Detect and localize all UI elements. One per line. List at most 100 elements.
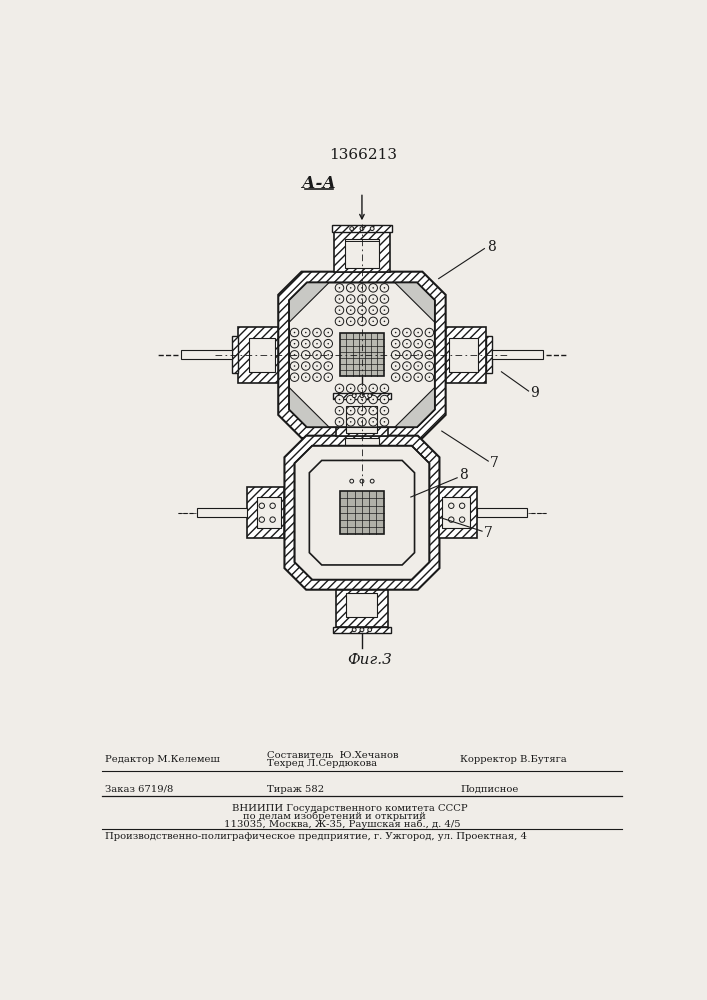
Bar bbox=[445, 327, 486, 383]
Circle shape bbox=[392, 339, 400, 348]
Circle shape bbox=[403, 362, 411, 370]
Text: Редактор М.Келемеш: Редактор М.Келемеш bbox=[105, 755, 221, 764]
Circle shape bbox=[369, 418, 378, 426]
Circle shape bbox=[305, 332, 307, 333]
Polygon shape bbox=[289, 282, 435, 427]
Text: Корректор В.Бутяга: Корректор В.Бутяга bbox=[460, 755, 567, 764]
Circle shape bbox=[414, 373, 422, 381]
Circle shape bbox=[270, 517, 275, 522]
Circle shape bbox=[361, 388, 363, 389]
Circle shape bbox=[428, 343, 430, 344]
Circle shape bbox=[305, 343, 307, 344]
Circle shape bbox=[448, 517, 454, 522]
Circle shape bbox=[327, 354, 329, 356]
Bar bbox=[346, 406, 378, 433]
Circle shape bbox=[324, 362, 332, 370]
Circle shape bbox=[414, 351, 422, 359]
Circle shape bbox=[350, 287, 351, 289]
Circle shape bbox=[350, 298, 351, 300]
Circle shape bbox=[350, 227, 354, 230]
Circle shape bbox=[324, 339, 332, 348]
Circle shape bbox=[403, 328, 411, 337]
Text: 1366213: 1366213 bbox=[329, 148, 397, 162]
Circle shape bbox=[403, 351, 411, 359]
Bar bbox=[449, 338, 479, 372]
Circle shape bbox=[339, 399, 340, 400]
Circle shape bbox=[369, 306, 378, 314]
Circle shape bbox=[395, 365, 397, 367]
Circle shape bbox=[335, 284, 344, 292]
Bar bbox=[340, 491, 384, 534]
Circle shape bbox=[369, 295, 378, 303]
Circle shape bbox=[358, 284, 366, 292]
Circle shape bbox=[370, 479, 374, 483]
Bar bbox=[333, 627, 391, 633]
Circle shape bbox=[339, 410, 340, 411]
Text: 113035, Москва, Ж-35, Раушская наб., д. 4/5: 113035, Москва, Ж-35, Раушская наб., д. … bbox=[224, 819, 461, 829]
Circle shape bbox=[428, 332, 430, 333]
Circle shape bbox=[373, 410, 374, 411]
Circle shape bbox=[360, 628, 364, 632]
Circle shape bbox=[380, 384, 389, 393]
Circle shape bbox=[417, 343, 419, 344]
Circle shape bbox=[335, 406, 344, 415]
Circle shape bbox=[346, 395, 355, 404]
Bar bbox=[257, 497, 281, 528]
Circle shape bbox=[291, 373, 299, 381]
Circle shape bbox=[346, 284, 355, 292]
Text: ВНИИПИ Государственного комитета СССР: ВНИИПИ Государственного комитета СССР bbox=[232, 804, 467, 813]
Circle shape bbox=[384, 298, 385, 300]
Circle shape bbox=[316, 343, 317, 344]
Circle shape bbox=[361, 399, 363, 400]
Bar bbox=[238, 327, 279, 383]
Circle shape bbox=[350, 309, 351, 311]
Polygon shape bbox=[395, 387, 435, 427]
Circle shape bbox=[428, 354, 430, 356]
Circle shape bbox=[350, 479, 354, 483]
Circle shape bbox=[384, 321, 385, 322]
Circle shape bbox=[360, 227, 364, 230]
Circle shape bbox=[406, 343, 408, 344]
Bar bbox=[332, 478, 392, 484]
Circle shape bbox=[384, 421, 385, 423]
Circle shape bbox=[384, 287, 385, 289]
Text: по делам изобретений и открытий: по делам изобретений и открытий bbox=[243, 811, 426, 821]
Circle shape bbox=[327, 332, 329, 333]
Text: 7: 7 bbox=[484, 526, 493, 540]
Circle shape bbox=[358, 395, 366, 404]
Circle shape bbox=[316, 332, 317, 333]
Circle shape bbox=[350, 388, 351, 389]
Bar bbox=[232, 336, 238, 373]
Circle shape bbox=[312, 339, 321, 348]
Circle shape bbox=[369, 284, 378, 292]
Circle shape bbox=[380, 306, 389, 314]
Circle shape bbox=[428, 365, 430, 367]
Text: 8: 8 bbox=[459, 468, 467, 482]
Circle shape bbox=[339, 388, 340, 389]
Circle shape bbox=[392, 362, 400, 370]
Circle shape bbox=[352, 394, 356, 398]
Circle shape bbox=[395, 343, 397, 344]
Circle shape bbox=[346, 406, 355, 415]
Circle shape bbox=[346, 384, 355, 393]
Circle shape bbox=[301, 339, 310, 348]
Circle shape bbox=[291, 328, 299, 337]
Circle shape bbox=[380, 406, 389, 415]
Text: Техред Л.Сердюкова: Техред Л.Сердюкова bbox=[267, 759, 377, 768]
Circle shape bbox=[335, 317, 344, 326]
Text: Составитель  Ю.Хечанов: Составитель Ю.Хечанов bbox=[267, 751, 398, 760]
Circle shape bbox=[358, 406, 366, 415]
Circle shape bbox=[392, 373, 400, 381]
Circle shape bbox=[335, 306, 344, 314]
Polygon shape bbox=[295, 446, 429, 580]
Circle shape bbox=[361, 287, 363, 289]
Circle shape bbox=[369, 317, 378, 326]
Circle shape bbox=[384, 399, 385, 400]
Text: Фиг.2: Фиг.2 bbox=[347, 512, 392, 526]
Circle shape bbox=[301, 351, 310, 359]
Circle shape bbox=[291, 351, 299, 359]
Bar bbox=[337, 590, 387, 627]
Circle shape bbox=[395, 376, 397, 378]
Circle shape bbox=[392, 351, 400, 359]
Circle shape bbox=[346, 418, 355, 426]
